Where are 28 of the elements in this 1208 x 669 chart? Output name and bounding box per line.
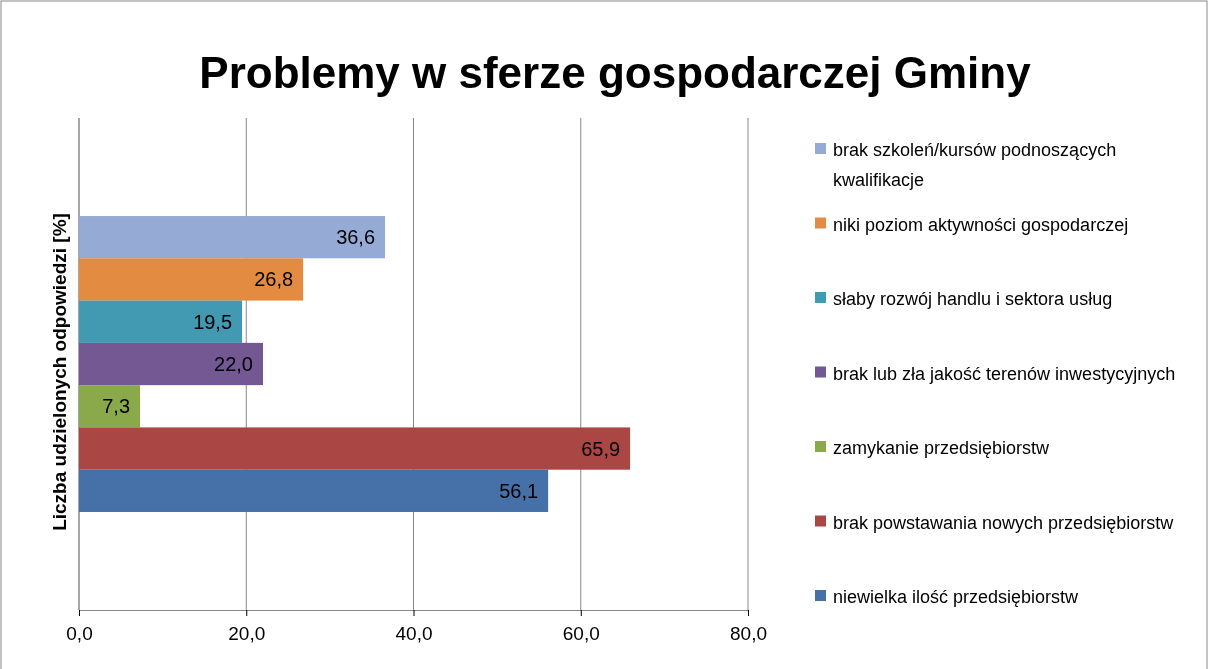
data-label: 36,6 <box>336 226 376 249</box>
legend-label: brak powstawania nowych przedsiębiorstw <box>833 512 1175 533</box>
bar <box>79 427 631 470</box>
y-axis-title: Liczba udzielonych odpowiedzi [%] <box>49 213 70 531</box>
bar <box>79 385 141 428</box>
bar <box>79 342 263 386</box>
data-label: 26,8 <box>254 268 294 291</box>
chart-title: Problemy w sferze gospodarczej Gminy <box>199 48 1032 97</box>
legend-label: słaby rozwój handlu i sektora usług <box>833 289 1113 309</box>
bar <box>79 216 386 259</box>
data-label: 7,3 <box>102 395 131 418</box>
x-tick-label: 40,0 <box>395 622 433 644</box>
legend-label: zamykanie przedsiębiorstw <box>833 438 1051 458</box>
x-tick-label: 0,0 <box>66 622 93 644</box>
data-label: 65,9 <box>581 437 621 460</box>
legend-label: brak szkoleń/kursów podnoszących kwalifikacje <box>833 140 1117 190</box>
bar <box>79 469 549 512</box>
bar <box>79 300 243 343</box>
x-tick-label: 60,0 <box>562 622 600 644</box>
data-label: 56,1 <box>499 479 539 502</box>
x-tick-label: 80,0 <box>730 622 767 644</box>
legend-label: niki poziom aktywności gospodarczej <box>833 214 1129 235</box>
bar <box>79 258 304 301</box>
data-label: 19,5 <box>193 310 233 333</box>
data-label: 22,0 <box>214 353 253 375</box>
legend-label: niewielka ilość przedsiębiorstw <box>833 587 1080 607</box>
x-tick-label: 20,0 <box>228 622 266 644</box>
legend-label: brak lub zła jakość terenów inwestycyjnych <box>833 363 1176 384</box>
